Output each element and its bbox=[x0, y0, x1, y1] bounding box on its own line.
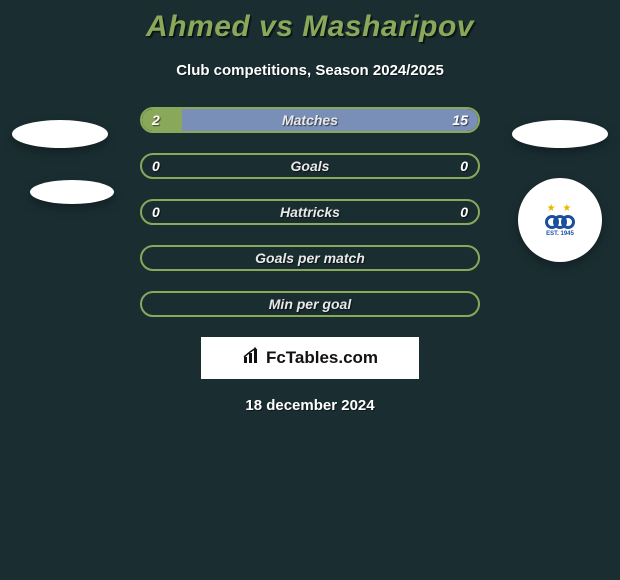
stat-row: Goals0 0 bbox=[140, 153, 480, 179]
rings-icon bbox=[548, 215, 572, 229]
date-text: 18 december 2024 bbox=[0, 397, 620, 414]
player-left-photo-placeholder bbox=[12, 120, 108, 148]
star-icon: ★ ★ bbox=[547, 203, 574, 214]
stat-value-left: 2 bbox=[152, 109, 160, 131]
subtitle: Club competitions, Season 2024/2025 bbox=[0, 62, 620, 79]
stat-value-right: 0 bbox=[460, 155, 468, 177]
site-logo: FcTables.com bbox=[242, 347, 378, 370]
stat-row: Min per goal bbox=[140, 291, 480, 317]
stat-label: Matches bbox=[142, 109, 478, 131]
stat-label: Hattricks bbox=[142, 201, 478, 223]
bar-chart-icon bbox=[242, 347, 264, 370]
stat-value-right: 0 bbox=[460, 201, 468, 223]
site-logo-text: FcTables.com bbox=[266, 348, 378, 368]
stat-row: Hattricks0 0 bbox=[140, 199, 480, 225]
stat-label: Min per goal bbox=[142, 293, 478, 315]
stat-value-right: 15 bbox=[452, 109, 468, 131]
stat-value-left: 0 bbox=[152, 155, 160, 177]
badge-scroll-text: EST. 1945 bbox=[546, 231, 574, 237]
stat-row: Matches2 15 bbox=[140, 107, 480, 133]
stat-label: Goals per match bbox=[142, 247, 478, 269]
stat-row: Goals per match bbox=[140, 245, 480, 271]
stat-value-left: 0 bbox=[152, 201, 160, 223]
page-title: Ahmed vs Masharipov bbox=[0, 10, 620, 44]
club-left-badge-placeholder bbox=[30, 180, 114, 204]
club-right-badge: ★ ★ EST. 1945 bbox=[518, 178, 602, 262]
stat-label: Goals bbox=[142, 155, 478, 177]
site-logo-box: FcTables.com bbox=[201, 337, 419, 379]
player-right-photo-placeholder bbox=[512, 120, 608, 148]
